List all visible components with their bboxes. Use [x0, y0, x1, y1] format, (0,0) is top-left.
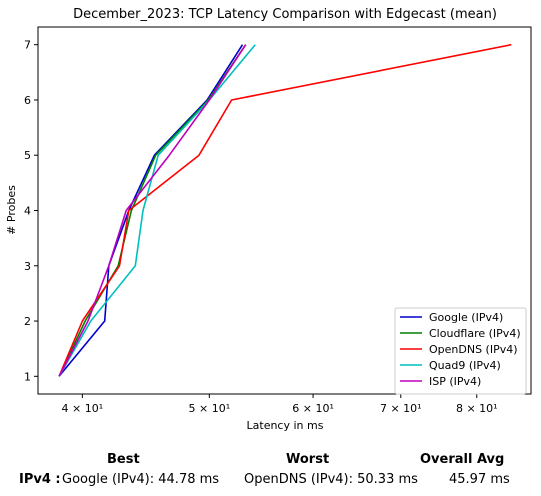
- y-tick-label: 2: [24, 315, 31, 328]
- worst-header: Worst: [286, 452, 330, 467]
- series-line-google-ipv4: [58, 44, 244, 377]
- x-axis: 4 × 10¹ 5 × 10¹ 6 × 10¹ 7 × 10¹ 8 × 10¹: [62, 394, 498, 415]
- series-line-quad9-ipv4: [58, 44, 256, 377]
- overall-avg-header: Overall Avg: [420, 452, 505, 467]
- legend-entry: Quad9 (IPv4): [429, 359, 501, 372]
- summary-table: Best Worst Overall Avg IPv4 : Google (IP…: [0, 450, 541, 496]
- series-line-cloudflare-ipv4: [58, 44, 247, 377]
- overall-avg-value: 45.97 ms: [449, 472, 510, 487]
- y-tick-label: 4: [24, 205, 31, 218]
- y-tick-label: 6: [24, 94, 31, 107]
- y-axis: 1 2 3 4 5 6 7: [24, 39, 38, 383]
- y-tick-label: 1: [24, 370, 31, 383]
- latency-chart: December_2023: TCP Latency Comparison wi…: [5, 7, 532, 432]
- series-lines: [58, 43, 512, 377]
- legend-box: [394, 307, 527, 395]
- y-tick-label: 3: [24, 260, 31, 273]
- x-tick-label: 4 × 10¹: [62, 402, 104, 415]
- legend-entry: ISP (IPv4): [429, 375, 481, 388]
- worst-value: OpenDNS (IPv4): 50.33 ms: [244, 472, 418, 487]
- series-line-isp-ipv4: [58, 44, 247, 377]
- series-line-opendns-ipv4: [58, 43, 512, 377]
- best-header: Best: [107, 452, 140, 467]
- best-value: Google (IPv4): 44.78 ms: [62, 472, 220, 487]
- x-tick-label: 5 × 10¹: [189, 402, 231, 415]
- x-tick-label: 7 × 10¹: [380, 402, 422, 415]
- legend-entry: OpenDNS (IPv4): [429, 343, 518, 356]
- legend: Google (IPv4) Cloudflare (IPv4) OpenDNS (I…: [394, 307, 527, 395]
- x-tick-label: 6 × 10¹: [292, 402, 334, 415]
- legend-entry: Cloudflare (IPv4): [429, 327, 521, 340]
- y-axis-label: # Probes: [5, 185, 18, 235]
- row-label-ipv4: IPv4 :: [19, 472, 61, 487]
- chart-title: December_2023: TCP Latency Comparison wi…: [73, 7, 497, 22]
- x-tick-label: 8 × 10¹: [456, 402, 498, 415]
- y-tick-label: 7: [24, 39, 31, 52]
- y-tick-label: 5: [24, 149, 31, 162]
- x-axis-label: Latency in ms: [247, 419, 324, 432]
- legend-entry: Google (IPv4): [429, 311, 503, 324]
